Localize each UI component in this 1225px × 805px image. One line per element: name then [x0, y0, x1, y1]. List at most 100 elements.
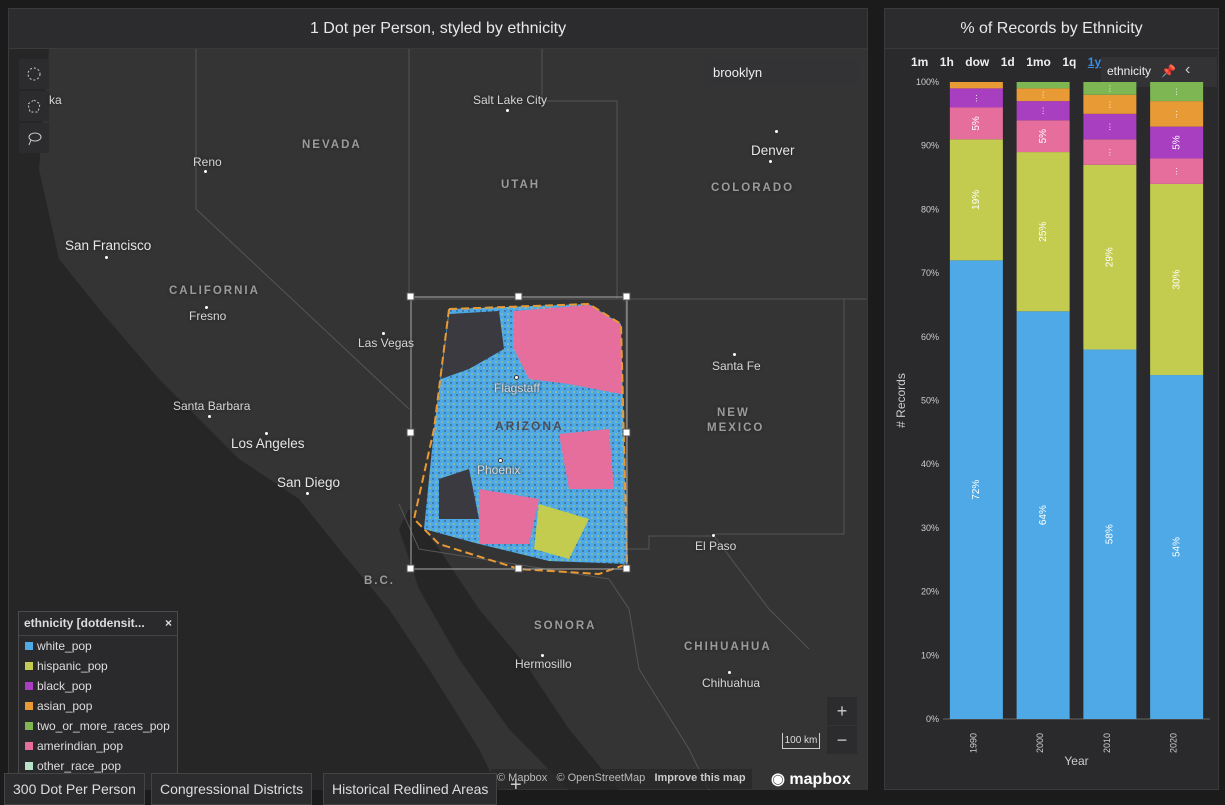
- bar-data-label: 54%: [1171, 537, 1182, 557]
- time-1d[interactable]: 1d: [1000, 55, 1015, 69]
- chevron-left-icon[interactable]: ‹: [1185, 61, 1191, 78]
- lasso-select-tool[interactable]: [19, 123, 49, 153]
- time-dow[interactable]: dow: [965, 55, 990, 69]
- swatch-icon: [25, 682, 33, 690]
- legend-label: amerindian_pop: [37, 739, 124, 753]
- city-dot: [540, 653, 545, 658]
- pin-icon[interactable]: 📌: [1161, 64, 1176, 78]
- mapbox-logo: ◉ mapbox: [771, 769, 851, 789]
- bar-segment: [1083, 82, 1137, 95]
- tab-300-dot[interactable]: 300 Dot Per Person: [4, 773, 145, 805]
- map-title: 1 Dot per Person, styled by ethnicity: [9, 9, 867, 49]
- swatch-icon: [25, 702, 33, 710]
- map-label: Santa Barbara: [173, 399, 251, 413]
- map-label: B.C.: [364, 575, 395, 587]
- bar-ellipsis-label: ⋮: [1106, 123, 1114, 132]
- mapbox-attribution[interactable]: © Mapbox: [497, 772, 548, 784]
- map-label: Fresno: [189, 309, 227, 323]
- swatch-icon: [25, 642, 33, 650]
- x-axis-label: Year: [1064, 754, 1088, 768]
- map-label: El Paso: [695, 539, 737, 553]
- scale-bar: 100 km: [782, 733, 820, 749]
- map-label: CHIHUAHUA: [684, 641, 772, 653]
- y-tick-label: 20%: [921, 587, 939, 597]
- zoom-out-button[interactable]: −: [827, 726, 857, 754]
- legend-item[interactable]: other_race_pop: [19, 756, 177, 776]
- time-1q[interactable]: 1q: [1062, 55, 1077, 69]
- bar-segment: [1150, 82, 1204, 102]
- legend-label: other_race_pop: [37, 759, 122, 773]
- swatch-icon: [25, 662, 33, 670]
- bar-segment: [949, 88, 1003, 108]
- y-tick-label: 70%: [921, 268, 939, 278]
- bar-ellipsis-label: ⋮: [1106, 148, 1114, 157]
- city-dot: [204, 305, 209, 310]
- y-tick-label: 60%: [921, 332, 939, 342]
- legend-label: hispanic_pop: [37, 659, 108, 673]
- bar-segment: [949, 260, 1003, 719]
- legend-item[interactable]: white_pop: [19, 636, 177, 656]
- legend-item[interactable]: amerindian_pop: [19, 736, 177, 756]
- bar-data-label: 25%: [1038, 222, 1049, 242]
- bar-ellipsis-label: ⋮: [1173, 167, 1181, 176]
- legend: ethnicity [dotdensit... × white_pop hisp…: [18, 611, 178, 790]
- bar-segment: [1150, 183, 1204, 376]
- polygon-select-icon: [27, 99, 41, 113]
- x-tick-label: 2020: [1169, 733, 1179, 753]
- bar-data-label: 5%: [1038, 129, 1049, 144]
- zoom-in-button[interactable]: +: [827, 697, 857, 725]
- city-dot: [203, 169, 208, 174]
- add-tab-button[interactable]: +: [510, 774, 522, 796]
- time-1h[interactable]: 1h: [939, 55, 954, 69]
- city-dot: [774, 129, 779, 134]
- polygon-select-tool[interactable]: [19, 91, 49, 121]
- time-1y[interactable]: 1y: [1087, 55, 1102, 69]
- legend-label: white_pop: [37, 639, 92, 653]
- map-label: Salt Lake City: [473, 93, 548, 107]
- tab-congressional[interactable]: Congressional Districts: [151, 773, 313, 805]
- city-dot: [768, 159, 773, 164]
- legend-item[interactable]: black_pop: [19, 676, 177, 696]
- map-label: UTAH: [501, 179, 541, 191]
- map-label: Denver: [751, 143, 795, 158]
- city-dot: [514, 375, 519, 380]
- map-label: Hermosillo: [515, 657, 572, 671]
- bar-ellipsis-label: ⋮: [1173, 88, 1181, 97]
- osm-attribution[interactable]: © OpenStreetMap: [556, 772, 646, 784]
- map-label: MEXICO: [707, 422, 765, 434]
- map-label: CALIFORNIA: [169, 285, 260, 297]
- y-tick-label: 100%: [916, 77, 939, 87]
- tab-redlined[interactable]: Historical Redlined Areas: [323, 773, 498, 805]
- legend-title: ethnicity [dotdensit...: [24, 616, 145, 630]
- city-dot: [505, 108, 510, 113]
- bar-segment: [1150, 375, 1204, 719]
- legend-header: ethnicity [dotdensit... ×: [19, 612, 177, 636]
- map-canvas[interactable]: ka Salt Lake City NEVADA Denver Reno UTA…: [9, 49, 867, 790]
- legend-item[interactable]: two_or_more_races_pop: [19, 716, 177, 736]
- time-1m[interactable]: 1m: [911, 55, 929, 69]
- time-1mo[interactable]: 1mo: [1026, 55, 1051, 69]
- circle-select-icon: [27, 67, 41, 81]
- circle-select-tool[interactable]: [19, 59, 49, 89]
- map-search-input[interactable]: [705, 58, 859, 86]
- improve-map-link[interactable]: Improve this map: [654, 772, 746, 784]
- x-tick-label: 2000: [1035, 733, 1045, 753]
- legend-item[interactable]: hispanic_pop: [19, 656, 177, 676]
- y-tick-label: 50%: [921, 396, 939, 406]
- city-dot: [104, 255, 109, 260]
- bar-segment: [1150, 158, 1204, 184]
- swatch-icon: [25, 722, 33, 730]
- map-label: NEW: [717, 407, 750, 419]
- bar-segment: [1083, 94, 1137, 114]
- city-dot: [711, 533, 716, 538]
- bar-ellipsis-label: ⋮: [1039, 91, 1047, 100]
- chart-title: % of Records by Ethnicity: [885, 9, 1218, 49]
- y-tick-label: 80%: [921, 204, 939, 214]
- legend-item[interactable]: asian_pop: [19, 696, 177, 716]
- y-axis-label: # Records: [894, 373, 908, 428]
- bar-segment: [1083, 349, 1137, 719]
- swatch-icon: [25, 742, 33, 750]
- close-icon[interactable]: ×: [164, 616, 172, 630]
- map-label: Flagstaff: [494, 381, 540, 395]
- bar-ellipsis-label: ⋮: [972, 94, 980, 103]
